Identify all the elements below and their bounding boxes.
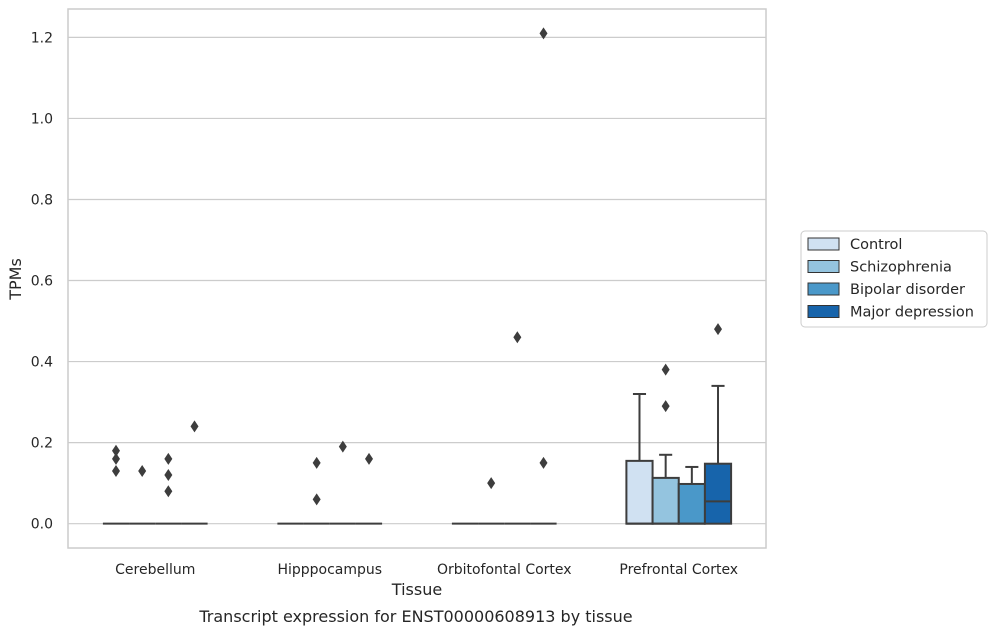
legend-entry-label: Schizophrenia [850, 260, 952, 276]
outlier-point [661, 400, 670, 413]
outlier-point [365, 452, 374, 465]
y-tick-label: 0.8 [31, 192, 53, 208]
y-tick-label: 1.0 [31, 111, 53, 127]
outlier-point [661, 363, 670, 376]
outlier-point [190, 420, 199, 433]
box-2-3 [677, 482, 706, 525]
legend-entry-label: Major depression [850, 305, 974, 321]
y-tick-label: 0.6 [31, 274, 53, 290]
outlier-point [138, 465, 147, 477]
legend-box [800, 230, 988, 328]
outlier-point [487, 477, 496, 490]
outlier-point [164, 485, 173, 498]
outlier-point [111, 444, 120, 457]
outlier-point [164, 469, 173, 482]
boxes [102, 27, 733, 525]
box-1-3 [651, 476, 680, 525]
outlier-point [164, 452, 173, 465]
x-tick-label: Hipppocampus [277, 562, 382, 578]
legend[interactable]: Control Schizophrenia Bipolar disorder Majo… [800, 230, 988, 328]
plot-frame [67, 8, 767, 549]
x-tick-label: Orbitofontal Cortex [437, 562, 572, 578]
y-tick-label: 0.2 [31, 436, 53, 452]
outlier-point [539, 27, 548, 40]
figure-caption: Transcript expression for ENST0000060891… [198, 607, 632, 626]
x-axis-label: Tissue [391, 580, 442, 599]
outlier-point [111, 465, 120, 477]
outlier-point [513, 331, 522, 344]
y-tick-label: 1.2 [31, 30, 53, 46]
outlier-point [312, 493, 321, 506]
box-3-3 [703, 462, 733, 525]
legend-swatch [807, 260, 840, 273]
x-tick-label: Cerebellum [115, 562, 195, 578]
x-tick-label: Prefrontal Cortex [619, 562, 738, 578]
outlier-point [312, 456, 321, 469]
outlier-point [338, 440, 347, 453]
legend-swatch [807, 305, 840, 318]
x-tick-labels: Cerebellum Hipppocampus Orbitofontal Corte… [115, 562, 738, 578]
box-0-3 [625, 459, 654, 525]
y-tick-labels: 0.0 0.2 0.4 0.6 0.8 1.0 1.2 [31, 30, 53, 532]
legend-entry-label: Bipolar disorder [850, 282, 965, 298]
y-tick-label: 0.4 [31, 355, 53, 371]
y-tick-label: 0.0 [31, 517, 53, 533]
plot-border [67, 8, 767, 549]
outlier-point [111, 452, 120, 465]
legend-swatch [807, 282, 840, 296]
outlier-point [539, 456, 548, 469]
legend-entry-label: Control [850, 237, 902, 253]
outlier-point [714, 323, 723, 336]
legend-swatch [807, 237, 840, 251]
y-axis-label: TPMs [6, 258, 25, 301]
